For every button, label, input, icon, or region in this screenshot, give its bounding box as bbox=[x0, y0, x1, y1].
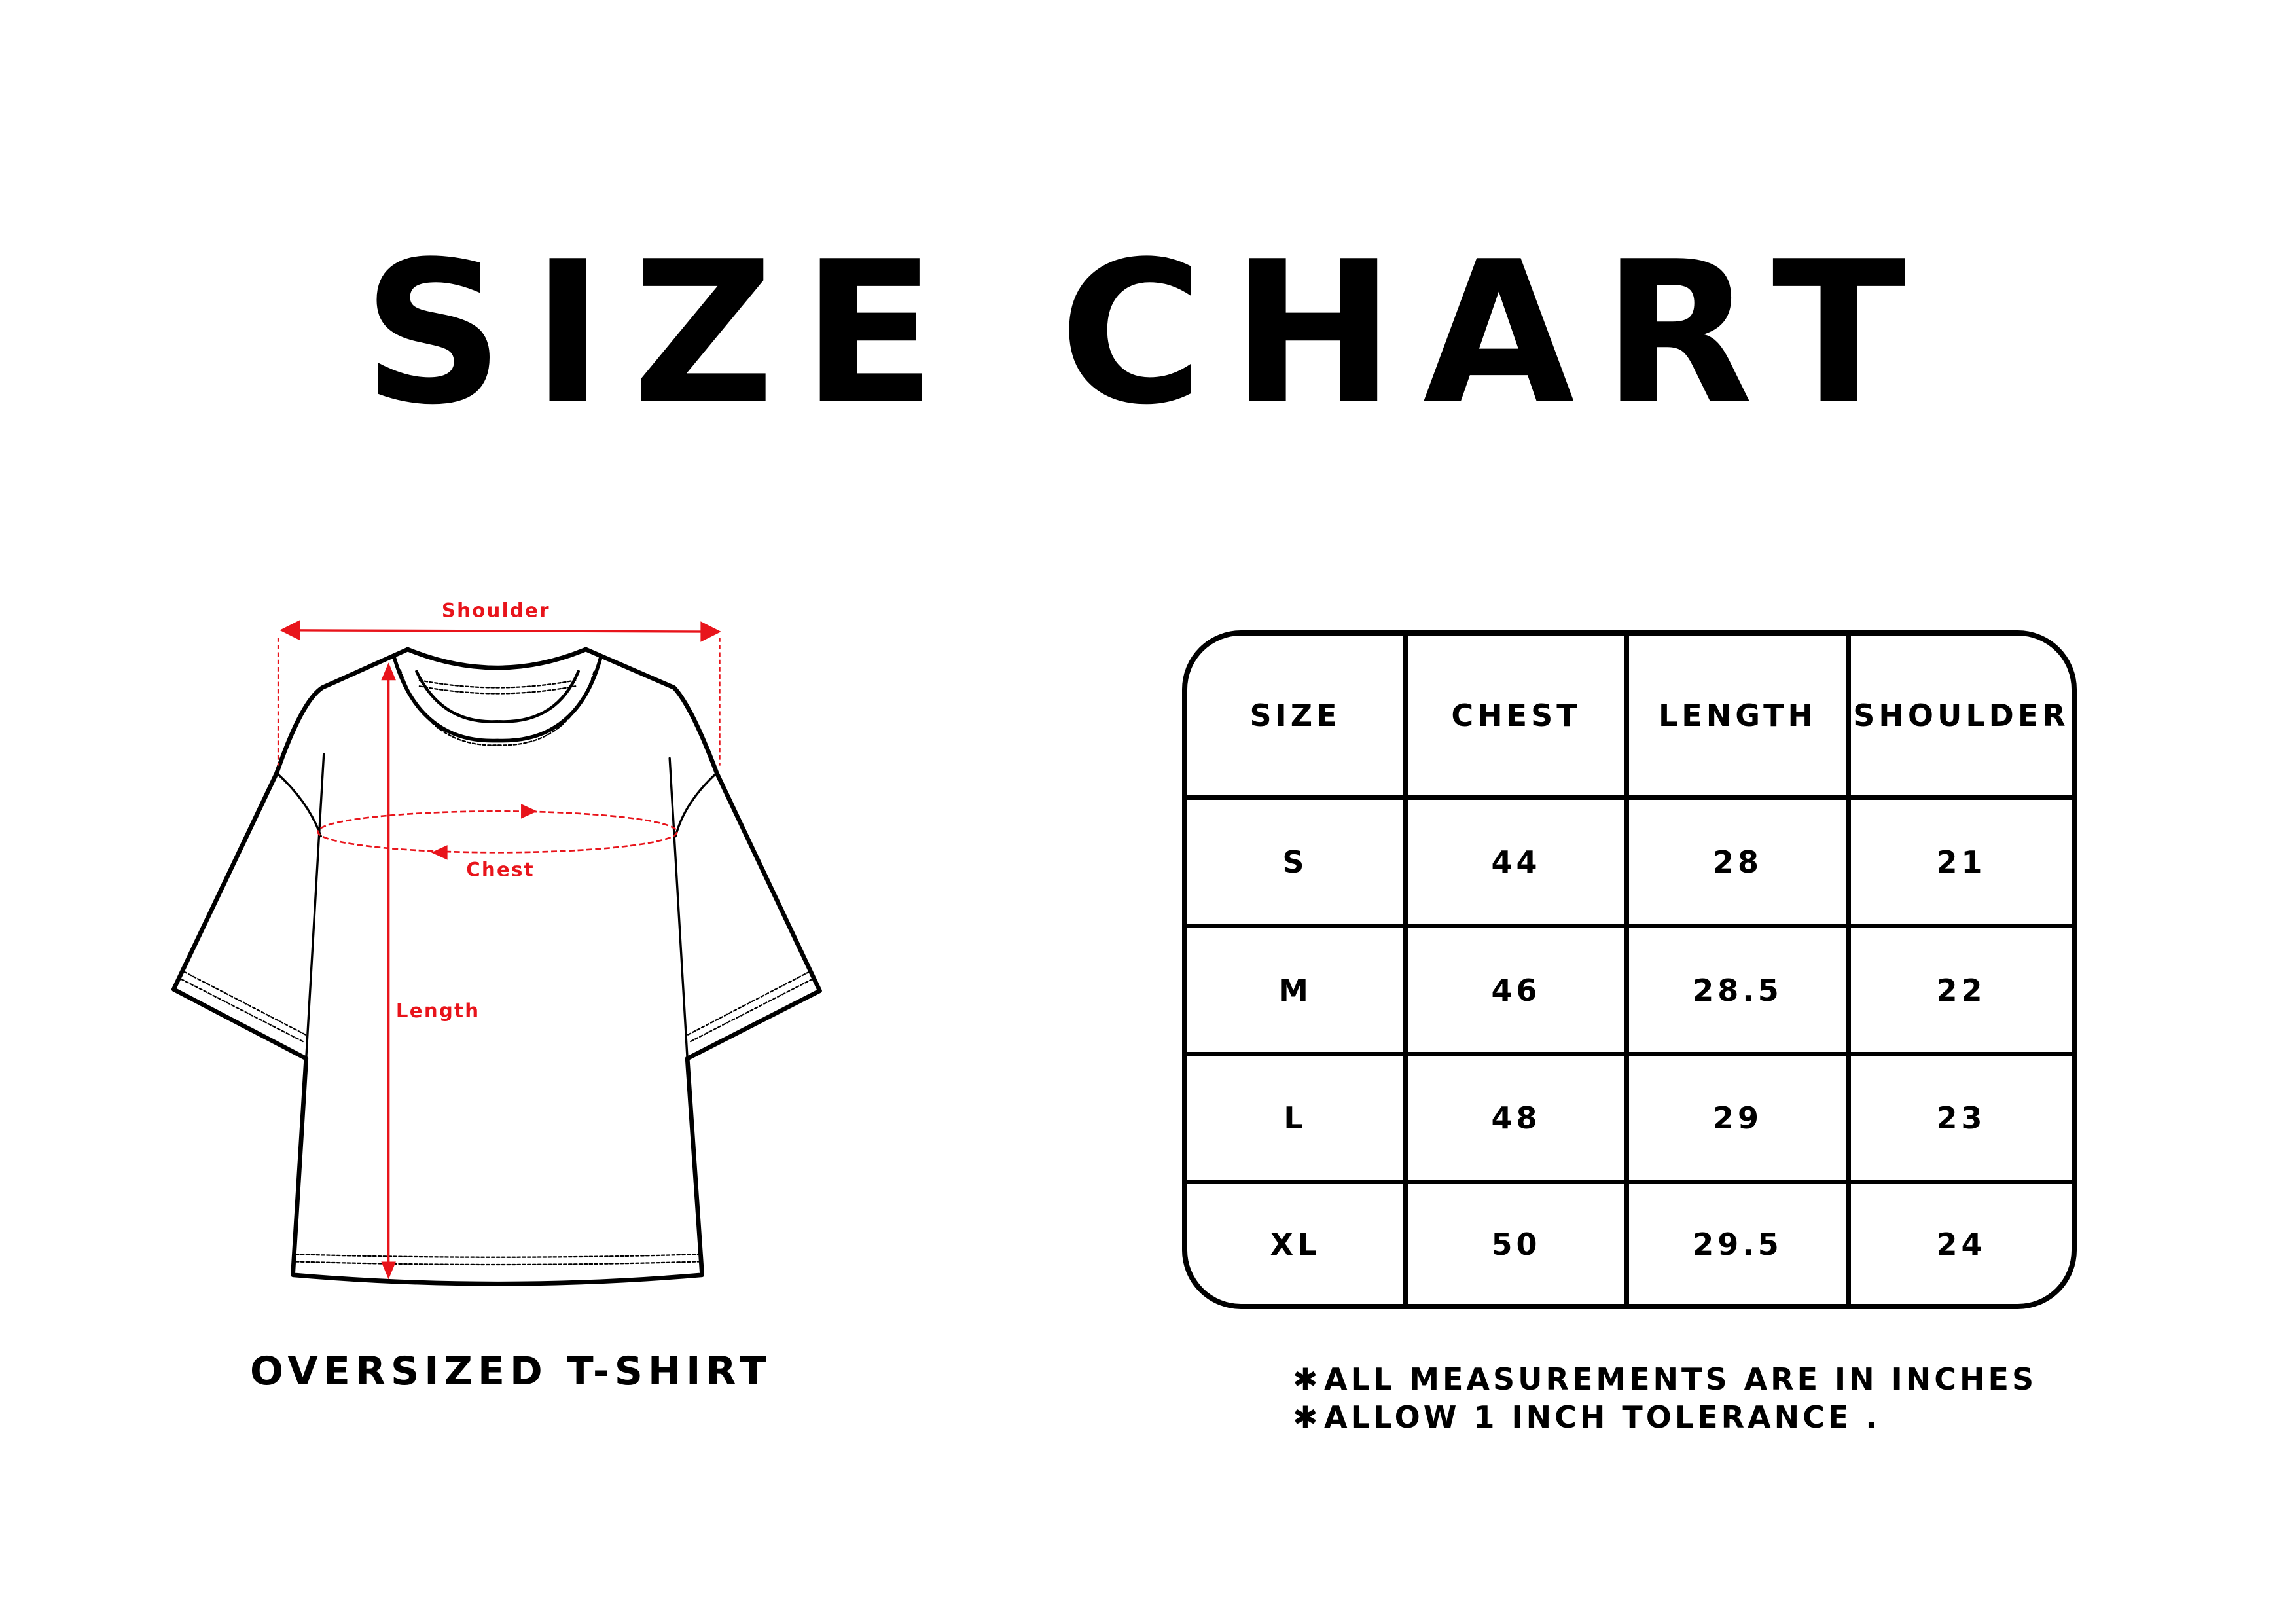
cell-length: 29 bbox=[1629, 1056, 1851, 1184]
cell-shoulder: 22 bbox=[1851, 928, 2072, 1056]
note-text: ALLOW 1 INCH TOLERANCE . bbox=[1324, 1399, 1880, 1435]
length-label: Length bbox=[396, 1000, 480, 1022]
arrowheads bbox=[279, 620, 721, 1280]
cell-chest: 50 bbox=[1408, 1184, 1629, 1304]
collar-top bbox=[405, 647, 588, 670]
note-text: ALL MEASUREMENTS ARE IN INCHES bbox=[1324, 1362, 2037, 1397]
note-item: ✱ALL MEASUREMENTS ARE IN INCHES bbox=[1293, 1360, 2037, 1398]
cell-length: 29.5 bbox=[1629, 1184, 1851, 1304]
side-line-right bbox=[668, 757, 689, 1060]
cell-size: S bbox=[1187, 800, 1408, 928]
arrow-right-icon bbox=[700, 621, 721, 642]
page-title: SIZE CHART bbox=[362, 219, 1934, 448]
cell-chest: 46 bbox=[1408, 928, 1629, 1056]
header-length: LENGTH bbox=[1629, 636, 1851, 800]
cell-length: 28 bbox=[1629, 800, 1851, 928]
arrow-right-icon bbox=[521, 804, 537, 819]
arrow-left-icon bbox=[279, 620, 300, 641]
cell-shoulder: 23 bbox=[1851, 1056, 2072, 1184]
collar-stitch bbox=[399, 669, 596, 746]
arrow-down-icon bbox=[381, 1261, 396, 1280]
arrow-up-icon bbox=[381, 662, 396, 681]
armhole-right bbox=[674, 772, 718, 838]
asterisk-icon: ✱ bbox=[1293, 1399, 1321, 1435]
shoulder-guide-dashes bbox=[277, 638, 721, 766]
chest-label: Chest bbox=[466, 858, 535, 880]
measurement-guides bbox=[277, 629, 721, 1269]
cell-size: XL bbox=[1187, 1184, 1408, 1304]
shoulder-label: Shoulder bbox=[442, 600, 550, 622]
sleeve-hem-stitch bbox=[180, 971, 814, 1043]
notes: ✱ALL MEASUREMENTS ARE IN INCHES ✱ALLOW 1… bbox=[1293, 1360, 2037, 1436]
cell-size: M bbox=[1187, 928, 1408, 1056]
chest-measure-ellipse bbox=[317, 810, 678, 854]
cell-shoulder: 24 bbox=[1936, 1226, 1986, 1262]
armhole-left bbox=[276, 772, 322, 838]
shoulder-measure-line bbox=[291, 629, 711, 633]
arrow-left-icon bbox=[431, 845, 448, 860]
header-shoulder: SHOULDER bbox=[1851, 636, 2072, 800]
cell-chest: 44 bbox=[1408, 800, 1629, 928]
note-item: ✱ALLOW 1 INCH TOLERANCE . bbox=[1293, 1398, 2037, 1436]
tshirt-body bbox=[171, 647, 822, 1286]
header-size: SIZE bbox=[1187, 636, 1408, 800]
cell-chest: 48 bbox=[1408, 1056, 1629, 1184]
tshirt-outline bbox=[171, 647, 822, 1286]
cell-size: L bbox=[1187, 1056, 1408, 1184]
side-line-left bbox=[305, 752, 325, 1060]
cell-shoulder: 21 bbox=[1851, 800, 2072, 928]
asterisk-icon: ✱ bbox=[1293, 1362, 1321, 1397]
header-chest: CHEST bbox=[1408, 636, 1629, 800]
bottom-hem-stitch bbox=[295, 1254, 700, 1266]
cell-length: 28.5 bbox=[1629, 928, 1851, 1056]
collar-inner bbox=[415, 670, 580, 723]
garment-caption: OVERSIZED T-SHIRT bbox=[250, 1348, 772, 1394]
size-table: SIZE CHEST LENGTH SHOULDER S 44 28 21 M … bbox=[1182, 630, 2077, 1309]
